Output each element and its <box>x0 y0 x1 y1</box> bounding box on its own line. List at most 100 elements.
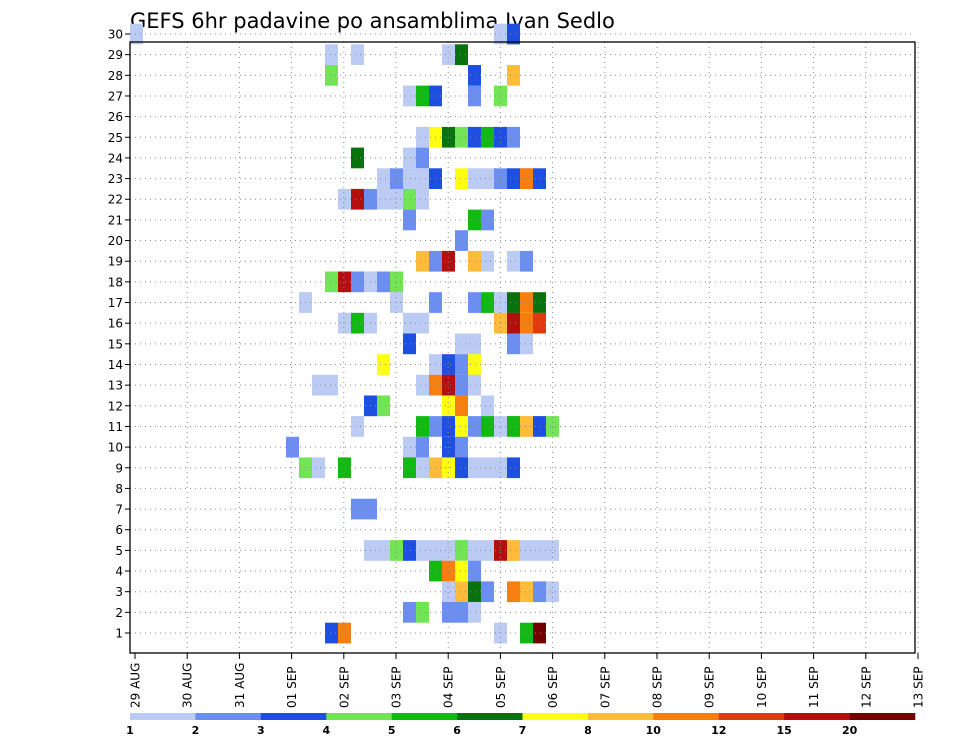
colorbar-swatch <box>326 713 392 720</box>
heatmap-cell <box>325 374 338 396</box>
chart-title: GEFS 6hr padavine po ansamblima Ivan Sed… <box>130 9 615 33</box>
heatmap-cell <box>455 395 468 417</box>
heatmap-cell <box>416 85 429 107</box>
y-tick-label: 14 <box>108 358 123 372</box>
heatmap-cell <box>468 602 481 623</box>
heatmap-cell <box>416 126 429 148</box>
grid <box>130 33 919 653</box>
heatmap-cell <box>338 188 351 210</box>
heatmap-cell <box>455 416 468 437</box>
y-tick-label: 30 <box>108 28 123 42</box>
heatmap-cell <box>455 540 468 561</box>
heatmap-cell <box>468 354 481 375</box>
colorbar-swatch <box>653 713 719 720</box>
heatmap-cell <box>455 230 468 251</box>
heatmap-cell <box>416 436 429 458</box>
heatmap-cell <box>351 416 364 437</box>
heatmap-cell <box>546 581 559 603</box>
heatmap-cell <box>390 271 403 293</box>
colorbar-label: 2 <box>192 724 200 737</box>
plot-frame <box>129 41 916 654</box>
y-tick-label: 18 <box>108 275 123 289</box>
heatmap-cell <box>481 540 494 561</box>
y-tick-label: 2 <box>115 606 123 620</box>
heatmap-cell <box>455 457 468 479</box>
y-tick-label: 7 <box>115 503 123 517</box>
heatmap-cell <box>416 602 429 623</box>
heatmap-cell <box>481 292 494 313</box>
y-tick-label: 27 <box>108 89 123 103</box>
x-tick-label: 09 SEP <box>703 666 717 708</box>
heatmap-cell <box>338 622 351 644</box>
x-tick-label: 04 SEP <box>442 666 456 708</box>
heatmap-cell <box>507 333 520 355</box>
heatmap-cell <box>442 354 455 375</box>
heatmap-cell <box>351 271 364 293</box>
heatmap-cell <box>312 374 325 396</box>
colorbar-swatch <box>784 713 850 720</box>
colorbar-label: 6 <box>453 724 461 737</box>
heatmap-cell <box>507 250 520 272</box>
heatmap-cell <box>468 65 481 86</box>
heatmap-cell <box>468 416 481 437</box>
heatmap-cell <box>546 416 559 437</box>
heatmap-cell <box>403 312 416 334</box>
heatmap-cell <box>507 540 520 561</box>
colorbar-label: 15 <box>777 724 792 737</box>
colorbar-swatch <box>587 713 654 720</box>
heatmap-cell <box>533 292 546 313</box>
heatmap-cell <box>520 540 533 561</box>
x-tick-label: 30 AUG <box>181 663 195 708</box>
heatmap-cell <box>351 147 364 169</box>
heatmap-cell <box>507 126 520 148</box>
y-tick-label: 13 <box>108 379 123 393</box>
heatmap-cell <box>416 416 429 437</box>
heatmap-cell <box>416 168 429 189</box>
heatmap-cell <box>403 188 416 210</box>
x-tick-label: 10 SEP <box>755 666 769 708</box>
heatmap-cell <box>403 333 416 355</box>
y-tick-label: 3 <box>115 585 123 599</box>
heatmap-cell <box>533 312 546 334</box>
heatmap-cell <box>520 312 533 334</box>
heatmap-cell <box>403 436 416 458</box>
heatmap-cell <box>455 374 468 396</box>
y-tick-label: 8 <box>115 482 123 496</box>
colorbar-swatch <box>195 713 262 720</box>
heatmap-cell <box>325 65 338 86</box>
y-tick-label: 11 <box>108 420 123 434</box>
heatmap-cell <box>468 374 481 396</box>
heatmap-cell <box>455 354 468 375</box>
y-tick-label: 5 <box>115 544 123 558</box>
heatmap-cell <box>546 540 559 561</box>
heatmap-cell <box>377 354 390 375</box>
y-tick-label: 1 <box>115 627 123 641</box>
heatmap-cell <box>455 44 468 65</box>
heatmap-cell <box>507 292 520 313</box>
heatmap-cell <box>130 23 143 45</box>
heatmap-cell <box>520 622 533 644</box>
y-tick-label: 24 <box>108 151 123 165</box>
heatmap-cell <box>338 312 351 334</box>
heatmap-cell <box>286 436 299 458</box>
heatmap-cell <box>351 312 364 334</box>
heatmap-cell <box>507 312 520 334</box>
heatmap-cell <box>403 540 416 561</box>
heatmap-cell <box>507 65 520 86</box>
y-tick-label: 29 <box>108 48 123 62</box>
colorbar-label: 7 <box>519 724 527 737</box>
heatmap-cell <box>403 147 416 169</box>
heatmap-cell <box>442 44 455 65</box>
colorbar-swatch <box>260 713 327 720</box>
heatmap-cell <box>468 540 481 561</box>
y-tick-label: 26 <box>108 110 123 124</box>
x-tick-label: 08 SEP <box>651 666 665 708</box>
colorbar-label: 8 <box>584 724 592 737</box>
y-tick-label: 22 <box>108 193 123 207</box>
heatmap-cell <box>377 395 390 417</box>
y-tick-label: 17 <box>108 296 123 310</box>
colorbar-label: 5 <box>388 724 396 737</box>
y-tick-label: 23 <box>108 172 123 186</box>
heatmap-cell <box>520 333 533 355</box>
